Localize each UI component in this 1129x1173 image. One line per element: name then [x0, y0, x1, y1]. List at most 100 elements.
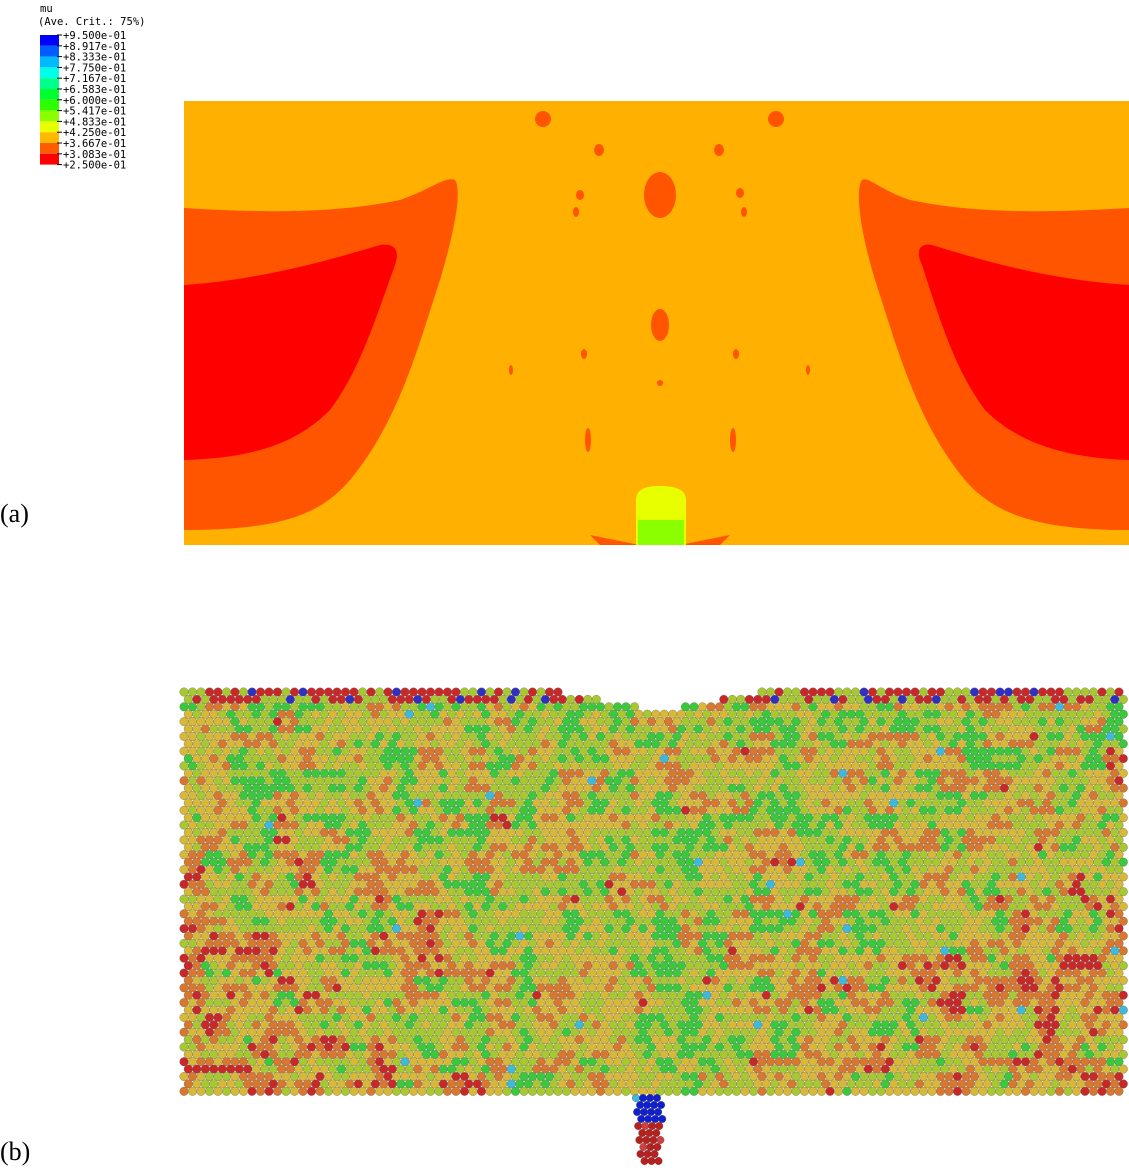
particle	[664, 939, 673, 948]
particle	[885, 717, 894, 726]
particle	[354, 740, 363, 749]
particle	[707, 910, 716, 919]
particle	[1098, 747, 1107, 756]
particle	[758, 850, 767, 859]
particle	[180, 910, 189, 919]
particle	[201, 843, 210, 852]
particle	[754, 754, 763, 763]
particle	[1106, 998, 1115, 1007]
particle	[188, 984, 197, 993]
particle	[227, 828, 236, 837]
particle	[367, 998, 376, 1007]
particle	[439, 932, 448, 941]
particle	[885, 924, 894, 933]
particle	[494, 910, 503, 919]
particle	[949, 917, 958, 926]
particle	[1094, 799, 1103, 808]
particle	[252, 843, 261, 852]
particle	[520, 910, 529, 919]
particle	[1000, 858, 1009, 867]
particle	[745, 991, 754, 1000]
particle	[592, 887, 601, 896]
particle	[239, 836, 248, 845]
particle	[286, 1006, 295, 1015]
particle	[915, 932, 924, 941]
particle	[715, 954, 724, 963]
particle	[911, 791, 920, 800]
particle	[222, 998, 231, 1007]
particle	[579, 776, 588, 785]
particle	[749, 984, 758, 993]
particle	[265, 821, 274, 830]
particle	[873, 799, 882, 808]
particle	[609, 947, 618, 956]
particle	[1081, 969, 1090, 978]
particle	[686, 725, 695, 734]
particle	[409, 836, 418, 845]
particle	[405, 784, 414, 793]
particle	[749, 717, 758, 726]
particle	[562, 939, 571, 948]
particle	[868, 747, 877, 756]
particle	[715, 969, 724, 978]
particle	[405, 828, 414, 837]
particle	[749, 998, 758, 1007]
particle	[273, 762, 282, 771]
particle	[847, 843, 856, 852]
particle	[558, 740, 567, 749]
particle	[1047, 703, 1056, 712]
particle	[210, 947, 219, 956]
particle	[1051, 917, 1060, 926]
particle	[248, 969, 257, 978]
particle	[856, 873, 865, 882]
particle	[227, 813, 236, 822]
particle	[771, 695, 780, 704]
particle	[1072, 762, 1081, 771]
particle	[970, 717, 979, 726]
particle	[881, 1006, 890, 1015]
particle	[618, 1006, 627, 1015]
particle	[431, 887, 440, 896]
particle	[333, 954, 342, 963]
particle	[826, 984, 835, 993]
particle	[367, 791, 376, 800]
particle	[273, 732, 282, 741]
particle	[375, 762, 384, 771]
particle	[324, 954, 333, 963]
particle	[1021, 850, 1030, 859]
particle	[639, 880, 648, 889]
particle	[720, 902, 729, 911]
particle	[465, 917, 474, 926]
particle	[1030, 880, 1039, 889]
particle	[962, 762, 971, 771]
particle	[953, 806, 962, 815]
particle	[639, 939, 648, 948]
particle	[239, 747, 248, 756]
particle	[541, 710, 550, 719]
particle	[1030, 806, 1039, 815]
particle	[898, 917, 907, 926]
particle	[630, 910, 639, 919]
particle	[337, 961, 346, 970]
particle	[392, 939, 401, 948]
particle	[766, 998, 775, 1007]
particle	[235, 754, 244, 763]
particle	[435, 806, 444, 815]
particle	[775, 791, 784, 800]
particle	[822, 725, 831, 734]
particle	[346, 917, 355, 926]
particle	[579, 865, 588, 874]
particle	[775, 762, 784, 771]
particle	[524, 947, 533, 956]
particle	[720, 858, 729, 867]
particle	[388, 843, 397, 852]
particle	[758, 984, 767, 993]
particle	[567, 710, 576, 719]
particle	[962, 703, 971, 712]
particle	[180, 762, 189, 771]
particle	[1055, 821, 1064, 830]
particle	[881, 710, 890, 719]
particle	[579, 880, 588, 889]
particle	[945, 821, 954, 830]
particle	[473, 976, 482, 985]
